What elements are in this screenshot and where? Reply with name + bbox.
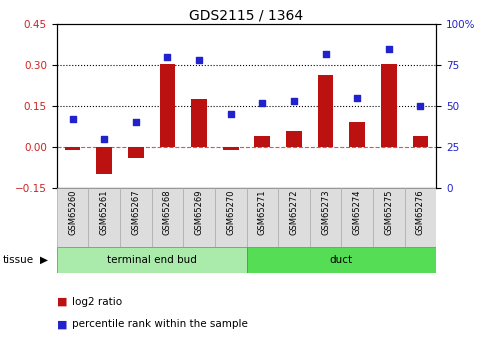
Bar	[278, 188, 310, 247]
Text: GSM65273: GSM65273	[321, 190, 330, 235]
Text: GSM65272: GSM65272	[289, 190, 298, 235]
Bar	[310, 188, 341, 247]
Bar	[215, 188, 246, 247]
Bar	[96, 147, 112, 174]
Bar	[128, 147, 143, 158]
Bar	[413, 136, 428, 147]
Bar	[57, 188, 88, 247]
Bar	[350, 122, 365, 147]
Bar	[191, 99, 207, 147]
Text: GSM65267: GSM65267	[131, 190, 141, 235]
Bar	[246, 247, 436, 273]
Text: GSM65275: GSM65275	[385, 190, 393, 235]
Bar	[183, 188, 215, 247]
Text: GSM65274: GSM65274	[352, 190, 362, 235]
Point	[132, 120, 140, 125]
Point	[417, 103, 424, 109]
Text: terminal end bud: terminal end bud	[106, 255, 197, 265]
Text: GSM65271: GSM65271	[258, 190, 267, 235]
Text: GSM65276: GSM65276	[416, 190, 425, 235]
Point	[290, 98, 298, 104]
Bar	[254, 136, 270, 147]
Text: GSM65268: GSM65268	[163, 190, 172, 235]
Point	[69, 116, 76, 122]
Bar	[88, 188, 120, 247]
Bar	[223, 147, 239, 150]
Point	[227, 111, 235, 117]
Bar	[405, 188, 436, 247]
Text: percentile rank within the sample: percentile rank within the sample	[72, 319, 248, 329]
Text: GSM65270: GSM65270	[226, 190, 235, 235]
Bar	[152, 188, 183, 247]
Text: GSM65260: GSM65260	[68, 190, 77, 235]
Text: ■: ■	[57, 319, 67, 329]
Point	[353, 95, 361, 101]
Bar	[341, 188, 373, 247]
Bar	[381, 64, 397, 147]
Point	[100, 136, 108, 141]
Point	[385, 46, 393, 51]
Text: GSM65269: GSM65269	[195, 190, 204, 235]
Text: GSM65261: GSM65261	[100, 190, 108, 235]
Bar	[160, 64, 176, 147]
Point	[321, 51, 329, 56]
Point	[258, 100, 266, 106]
Bar	[57, 247, 246, 273]
Bar	[65, 147, 80, 150]
Text: duct: duct	[330, 255, 353, 265]
Text: ▶: ▶	[40, 255, 48, 265]
Point	[164, 54, 172, 60]
Bar	[317, 75, 333, 147]
Bar	[246, 188, 278, 247]
Bar	[286, 131, 302, 147]
Text: log2 ratio: log2 ratio	[72, 297, 123, 307]
Text: GDS2115 / 1364: GDS2115 / 1364	[189, 9, 304, 23]
Bar	[120, 188, 152, 247]
Point	[195, 57, 203, 63]
Text: ■: ■	[57, 297, 67, 307]
Text: tissue: tissue	[2, 255, 34, 265]
Bar	[373, 188, 405, 247]
